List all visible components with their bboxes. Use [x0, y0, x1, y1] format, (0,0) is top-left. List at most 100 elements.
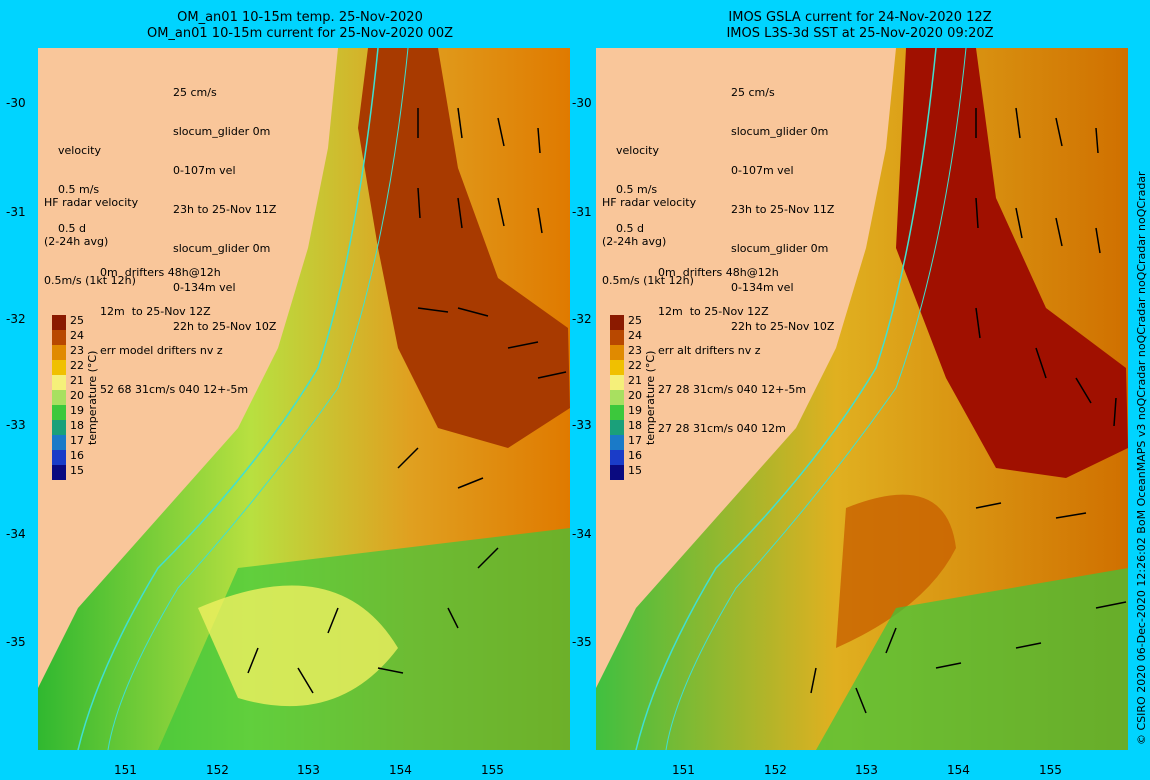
left-velocity-time: 0.5 d	[58, 222, 86, 235]
colorbar-label: 21	[70, 374, 84, 387]
right-hf-line: HF radar velocity	[602, 196, 697, 209]
right-drifter-legend: 0m drifters 48h@12h 12m to 25-Nov 12Z er…	[658, 240, 806, 461]
colorbar-label: 15	[628, 464, 642, 477]
ytick-label: -33	[572, 418, 592, 432]
credit-text: © CSIRO 2020 06-Dec-2020 12:26:02 BoM Oc…	[1135, 171, 1148, 745]
right-velocity-legend: velocity 0.5 m/s 0.5 d	[616, 118, 659, 261]
colorbar-label: 18	[628, 419, 642, 432]
left-legend-line: 22h to 25-Nov 10Z	[173, 320, 277, 333]
right-drifter-line: err alt drifters nv z	[658, 344, 761, 357]
ytick-label: -35	[6, 635, 26, 649]
colorbar-swatch	[52, 360, 66, 375]
xtick-label: 152	[206, 763, 229, 777]
left-legend-top: 25 cm/s slocum_glider 0m 0-107m vel 23h …	[173, 60, 276, 359]
xtick-label: 155	[1039, 763, 1062, 777]
left-velocity-arrows	[247, 107, 567, 694]
xtick-label: 151	[672, 763, 695, 777]
left-bathy-line	[77, 48, 379, 750]
colorbar-label: 25	[70, 314, 84, 327]
right-legend-line: slocum_glider 0m	[731, 242, 829, 255]
ytick-label: -35	[572, 635, 592, 649]
left-velocity-legend: velocity 0.5 m/s 0.5 d	[58, 118, 101, 261]
ytick-label: -30	[6, 96, 26, 110]
right-legend-line: slocum_glider 0m	[731, 125, 829, 138]
left-hf-line: 0.5m/s (1kt 12h)	[44, 274, 136, 287]
left-map-panel: 25 cm/s slocum_glider 0m 0-107m vel 23h …	[38, 48, 570, 750]
colorbar-swatch	[52, 315, 66, 330]
right-hf-line: (2-24h avg)	[602, 235, 667, 248]
colorbar-title: temperature (°C)	[86, 350, 99, 445]
colorbar-swatch	[610, 375, 624, 390]
right-warm-current	[896, 48, 1128, 478]
colorbar-label: 24	[70, 329, 84, 342]
colorbar-swatch	[52, 375, 66, 390]
right-hf-legend: HF radar velocity (2-24h avg) 0.5m/s (1k…	[602, 170, 696, 313]
ytick-label: -31	[572, 205, 592, 219]
colorbar-swatch	[52, 390, 66, 405]
left-drifter-legend: 0m drifters 48h@12h 12m to 25-Nov 12Z er…	[100, 240, 248, 422]
colorbar-label: 21	[628, 374, 642, 387]
right-hf-line: 0.5m/s (1kt 12h)	[602, 274, 694, 287]
colorbar-label: 25	[628, 314, 642, 327]
right-map-panel: 25 cm/s slocum_glider 0m 0-107m vel 23h …	[596, 48, 1128, 750]
left-drifter-line: 52 68 31cm/s 040 12+-5m	[100, 383, 249, 396]
right-legend-line: 25 cm/s	[731, 86, 775, 99]
right-orange-filament	[836, 494, 956, 648]
colorbar-swatch	[610, 345, 624, 360]
colorbar-swatch	[610, 390, 624, 405]
xtick-label: 154	[389, 763, 412, 777]
xtick-label: 153	[297, 763, 320, 777]
ytick-label: -34	[6, 527, 26, 541]
colorbar-swatch	[610, 435, 624, 450]
xtick-label: 151	[114, 763, 137, 777]
right-drifter-line: 27 28 31cm/s 040 12m	[658, 422, 786, 435]
colorbar-label: 20	[70, 389, 84, 402]
right-drifter-line: 0m drifters 48h@12h	[658, 266, 779, 279]
right-legend-top: 25 cm/s slocum_glider 0m 0-107m vel 23h …	[731, 60, 834, 359]
left-hf-line: HF radar velocity	[44, 196, 139, 209]
colorbar-label: 19	[628, 404, 642, 417]
xtick-label: 152	[764, 763, 787, 777]
colorbar-label: 17	[70, 434, 84, 447]
left-drifter-line: err model drifters nv z	[100, 344, 223, 357]
right-velocity-label: velocity	[616, 144, 659, 157]
colorbar-label: 16	[628, 449, 642, 462]
right-velocity-time: 0.5 d	[616, 222, 644, 235]
colorbar-label: 24	[628, 329, 642, 342]
colorbar-swatch	[610, 330, 624, 345]
left-warm-current	[358, 48, 570, 448]
colorbar-label: 23	[70, 344, 84, 357]
ytick-label: -32	[572, 312, 592, 326]
xtick-label: 155	[481, 763, 504, 777]
colorbar-swatch	[52, 330, 66, 345]
colorbar-label: 15	[70, 464, 84, 477]
left-hf-line: (2-24h avg)	[44, 235, 109, 248]
left-legend-line: 0-107m vel	[173, 164, 236, 177]
colorbar-label: 22	[70, 359, 84, 372]
colorbar-swatch	[52, 450, 66, 465]
left-legend-line: 0-134m vel	[173, 281, 236, 294]
left-legend-line: 25 cm/s	[173, 86, 217, 99]
left-colorbar: 25 24 23 22 21 20 19 18 17 16 15 temperature (°C)	[52, 314, 112, 485]
left-legend-line: slocum_glider 0m	[173, 125, 271, 138]
left-map-svg	[38, 48, 570, 750]
left-drifter-line: 0m drifters 48h@12h	[100, 266, 221, 279]
right-map-svg	[596, 48, 1128, 750]
colorbar-swatch	[610, 465, 624, 480]
left-yellow-band	[198, 585, 398, 707]
left-velocity-scale: 0.5 m/s	[58, 183, 100, 196]
colorbar-swatch	[610, 315, 624, 330]
ytick-label: -31	[6, 205, 26, 219]
colorbar-label: 19	[70, 404, 84, 417]
colorbar-label: 23	[628, 344, 642, 357]
left-bathy-line-2	[107, 48, 409, 750]
colorbar-swatch	[52, 435, 66, 450]
left-title: OM_an01 10-15m temp. 25-Nov-2020 OM_an01…	[60, 10, 540, 42]
colorbar-swatch	[610, 360, 624, 375]
ytick-label: -30	[572, 96, 592, 110]
colorbar-label: 20	[628, 389, 642, 402]
colorbar-title: temperature (°C)	[644, 350, 657, 445]
colorbar-swatch	[52, 465, 66, 480]
left-drifter-line: 12m to 25-Nov 12Z	[100, 305, 211, 318]
right-drifter-line: 27 28 31cm/s 040 12+-5m	[658, 383, 807, 396]
